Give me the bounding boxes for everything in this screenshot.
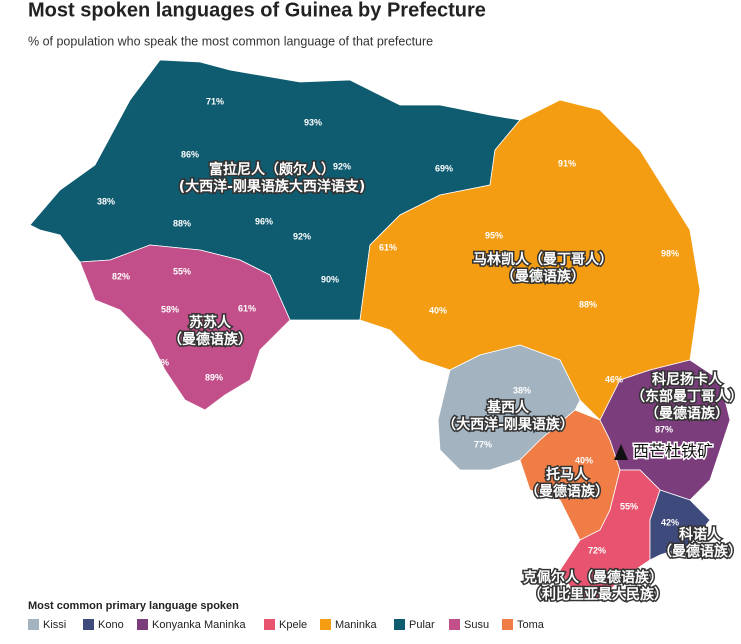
percent-label: 77% [474, 439, 492, 449]
percent-label: 71% [206, 96, 224, 106]
legend-swatch [394, 619, 405, 630]
percent-label: 38% [97, 196, 115, 206]
percent-label: 92% [293, 231, 311, 241]
group-label: 科尼扬卡人 [652, 371, 723, 388]
group-label: （曼德语族） [525, 483, 609, 500]
legend-swatch [83, 619, 94, 630]
percent-label: 96% [255, 216, 273, 226]
percent-label: 55% [173, 266, 191, 276]
group-label: （利比里亚最大民族） [528, 586, 668, 603]
percent-label: 93% [304, 117, 322, 127]
group-label: （曼德语族） [501, 268, 585, 285]
legend-label: Toma [517, 619, 545, 631]
percent-label: 87% [151, 357, 169, 367]
legend-swatch [449, 619, 460, 630]
group-label: 克佩尔人（曼德语族） [523, 569, 663, 586]
group-label: 马林凯人（曼丁哥人） [473, 251, 613, 268]
subtitle: % of population who speak the most commo… [28, 34, 433, 48]
group-label: 基西人 [487, 399, 530, 416]
group-label: 富拉尼人（颇尔人） [209, 161, 335, 178]
legend-label: Konyanka Maninka [152, 619, 246, 631]
landmark-icon [614, 444, 628, 460]
title: Most spoken languages of Guinea by Prefe… [28, 0, 486, 21]
percent-label: 46% [605, 374, 623, 384]
legend-swatch [320, 619, 331, 630]
map [29, 59, 731, 601]
legend-label: Pular [409, 619, 435, 631]
group-label: （曼德语族） [658, 543, 741, 560]
legend-label: Kissi [43, 619, 66, 631]
group-label: （东部曼丁哥人） [631, 388, 741, 405]
percent-label: 98% [661, 248, 679, 258]
percent-label: 40% [575, 455, 593, 465]
percent-label: 89% [205, 372, 223, 382]
percent-label: 95% [485, 230, 503, 240]
percent-label: 87% [655, 424, 673, 434]
legend-label: Kono [98, 619, 124, 631]
legend-swatch [264, 619, 275, 630]
percent-label: 40% [429, 305, 447, 315]
percent-label: 61% [379, 242, 397, 252]
legend-swatch [502, 619, 513, 630]
region-susu [79, 244, 291, 411]
percent-label: 58% [161, 304, 179, 314]
percent-label: 61% [238, 303, 256, 313]
group-label: 科诺人 [679, 526, 722, 543]
legend-title: Most common primary language spoken [28, 600, 239, 612]
group-label: （曼德语族） [645, 405, 729, 422]
percent-label: 72% [588, 545, 606, 555]
legend-swatch [28, 619, 39, 630]
percent-label: 88% [173, 218, 191, 228]
legend-swatch [137, 619, 148, 630]
region-kono [649, 489, 711, 561]
percent-label: 92% [333, 161, 351, 171]
percent-label: 38% [513, 385, 531, 395]
legend-label: Susu [464, 619, 489, 631]
percent-label: 88% [579, 299, 597, 309]
landmark-label: 西芒杜铁矿 [633, 442, 713, 461]
group-label: 苏苏人 [189, 314, 232, 331]
percent-label: 90% [321, 274, 339, 284]
percent-label: 86% [181, 149, 199, 159]
group-label: （大西洋-刚果语族） [442, 416, 574, 433]
group-label: 托马人 [546, 466, 589, 483]
percent-label: 91% [558, 158, 576, 168]
group-label: (大西洋-刚果语族大西洋语支) [179, 178, 366, 195]
legend-label: Kpele [279, 619, 307, 631]
percent-label: 55% [620, 501, 638, 511]
percent-label: 42% [661, 517, 679, 527]
legend-label: Maninka [335, 619, 377, 631]
percent-label: 82% [112, 271, 130, 281]
percent-label: 69% [435, 163, 453, 173]
group-label: （曼德语族） [168, 331, 252, 348]
